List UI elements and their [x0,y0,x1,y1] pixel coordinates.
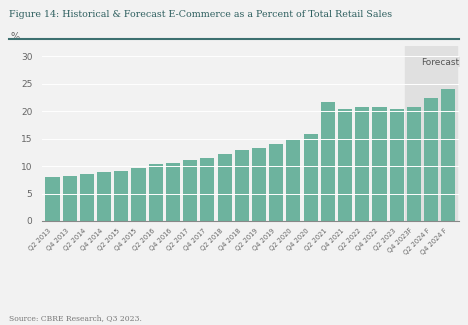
Bar [286,139,300,221]
Bar [166,163,180,221]
Bar [441,89,455,221]
Bar [149,164,163,221]
Bar [252,148,266,221]
Bar [304,134,318,221]
Bar [218,154,232,221]
Bar [355,107,369,221]
Bar [132,168,146,221]
Bar [63,176,77,221]
Bar [424,98,438,221]
Bar [114,171,128,221]
Bar [45,177,59,221]
Bar [80,174,94,221]
Bar [390,109,404,221]
Bar [405,46,457,221]
Text: %: % [11,32,20,42]
Bar [373,108,387,221]
Bar [407,107,421,221]
Bar [338,109,352,221]
Bar [235,150,249,221]
Bar [200,158,214,221]
Text: Figure 14: Historical & Forecast E-Commerce as a Percent of Total Retail Sales: Figure 14: Historical & Forecast E-Comme… [9,10,393,19]
Bar [183,160,197,221]
Bar [269,144,283,221]
Bar [97,172,111,221]
Bar [321,102,335,221]
Text: Source: CBRE Research, Q3 2023.: Source: CBRE Research, Q3 2023. [9,314,142,322]
Text: Forecast: Forecast [421,58,459,67]
